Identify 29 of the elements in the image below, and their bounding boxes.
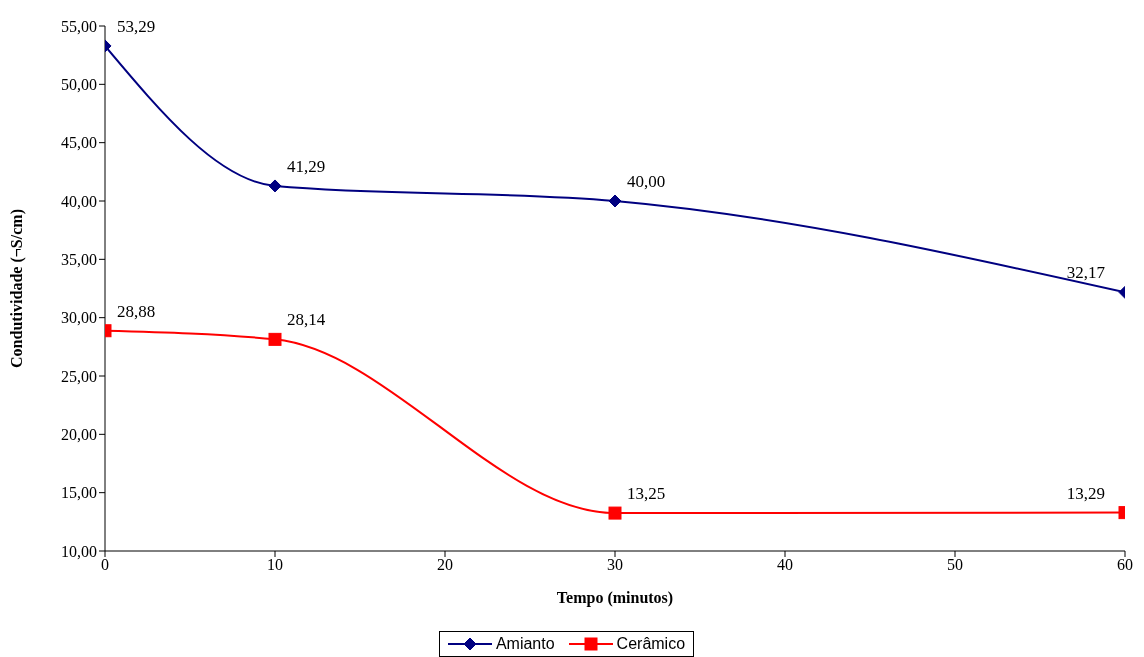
legend-label: Amianto xyxy=(494,635,555,653)
y-axis-title: Condutividade (¬S/cm) xyxy=(7,209,26,368)
legend-label: Cerâmico xyxy=(615,635,686,653)
x-tick-label: 60 xyxy=(1117,556,1133,574)
data-label: 13,29 xyxy=(1066,483,1105,503)
x-tick-label: 50 xyxy=(947,556,963,574)
data-label: 28,14 xyxy=(287,310,326,330)
data-label: 40,00 xyxy=(627,172,666,191)
data-label: 41,29 xyxy=(287,156,326,176)
y-tick-label: 35,00 xyxy=(61,251,97,269)
y-tick-label: 50,00 xyxy=(61,76,97,94)
y-tick-label: 10,00 xyxy=(61,542,97,560)
y-tick-label: 45,00 xyxy=(61,134,97,152)
x-tick-label: 0 xyxy=(101,556,109,574)
data-label: 32,17 xyxy=(1066,263,1106,283)
x-tick-label: 10 xyxy=(267,556,283,574)
y-tick-label: 30,00 xyxy=(61,309,97,327)
data-label: 28,88 xyxy=(117,301,156,321)
data-label: 13,25 xyxy=(627,484,666,504)
y-tick-label: 55,00 xyxy=(61,17,97,35)
x-axis-title: Tempo (minutos) xyxy=(556,589,674,607)
y-tick-label: 25,00 xyxy=(61,367,97,385)
y-tick-label: 15,00 xyxy=(61,484,97,502)
data-label: 53,29 xyxy=(117,16,156,36)
y-tick-label: 40,00 xyxy=(61,192,97,210)
y-tick-label: 20,00 xyxy=(61,426,97,444)
x-tick-label: 30 xyxy=(607,556,623,574)
x-tick-label: 40 xyxy=(777,556,793,574)
x-tick-label: 20 xyxy=(437,556,453,574)
